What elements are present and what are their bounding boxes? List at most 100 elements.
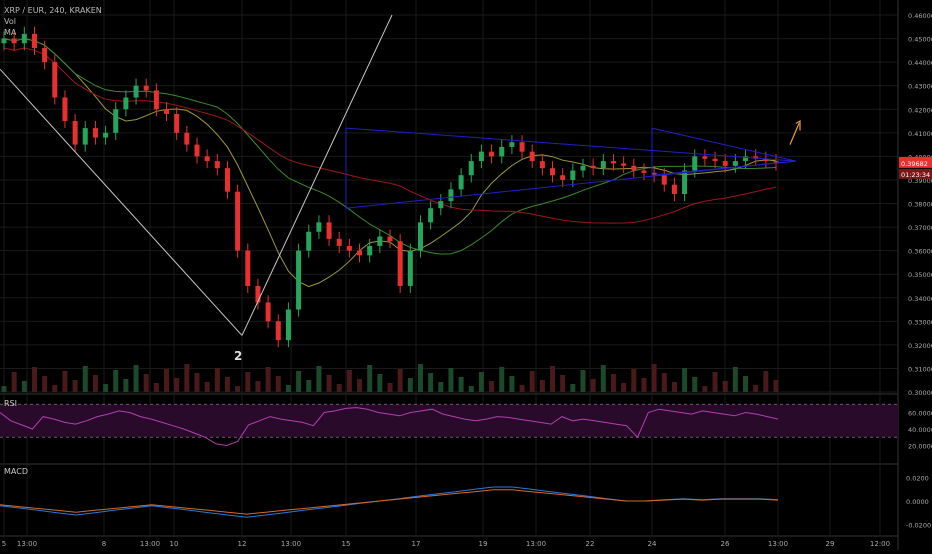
candle-body xyxy=(560,175,566,180)
volume-bar xyxy=(702,386,708,392)
candle-body xyxy=(255,285,261,303)
candle-body xyxy=(651,172,657,176)
volume-bar xyxy=(509,376,515,392)
candle-body xyxy=(265,302,271,322)
drawings xyxy=(0,14,801,336)
time-tick-label: 13:00 xyxy=(768,540,788,548)
candle-body xyxy=(661,175,667,185)
candle-body xyxy=(387,236,393,242)
volume-bar xyxy=(296,371,302,392)
ma-red-line xyxy=(3,47,777,224)
candle-body xyxy=(52,62,58,98)
volume-bar xyxy=(92,375,98,392)
candle-body xyxy=(143,85,149,91)
volume-bar xyxy=(397,369,403,392)
time-tick-label: 29 xyxy=(826,540,835,548)
candle-body xyxy=(671,184,677,195)
candle-body xyxy=(529,151,535,162)
candle-body xyxy=(753,156,759,159)
candle-body xyxy=(285,309,291,341)
volume-bar xyxy=(519,385,525,392)
time-tick-label: 13:00 xyxy=(140,540,160,548)
volume-bar xyxy=(316,366,322,392)
volume-bar xyxy=(1,386,7,392)
macd-label: MACD xyxy=(4,467,28,476)
candle-body xyxy=(458,175,464,190)
volume-bar xyxy=(194,373,200,392)
last-price-tag xyxy=(899,156,932,168)
volume-bar xyxy=(113,370,119,392)
candle-body xyxy=(610,161,616,164)
candle-body xyxy=(580,165,586,171)
time-tick-label: 15 xyxy=(342,540,351,548)
volume-bar xyxy=(407,378,413,392)
candle-body xyxy=(103,132,109,138)
volume-bar xyxy=(357,379,363,392)
indicator-lines xyxy=(3,38,777,288)
rsi-tick-label: 40.0000 xyxy=(908,426,932,434)
volume-bar xyxy=(143,374,149,392)
candle-body xyxy=(31,33,37,48)
volume-bar xyxy=(174,378,180,392)
candle-body xyxy=(519,142,525,152)
rsi-line xyxy=(0,407,779,447)
volume-bar xyxy=(539,380,545,392)
candle-body xyxy=(438,201,444,209)
candle-body xyxy=(11,38,17,44)
candle-body xyxy=(133,85,139,98)
candle-body xyxy=(367,245,373,256)
time-tick-label: 13:00 xyxy=(526,540,546,548)
volume-bar xyxy=(722,381,728,392)
volume-bar xyxy=(712,372,718,392)
candle-body xyxy=(539,161,545,169)
volume-bar xyxy=(489,381,495,392)
volume-bar xyxy=(499,367,505,392)
candle-body xyxy=(204,156,210,162)
volume-bar xyxy=(255,381,261,392)
volume-bar xyxy=(651,364,657,392)
volume-bar xyxy=(428,373,434,392)
time-tick-label: 5 xyxy=(2,540,6,548)
candle-body xyxy=(682,170,688,195)
candle-body xyxy=(224,168,230,192)
study-ma-label: MA xyxy=(4,28,17,37)
candle-body xyxy=(82,128,88,145)
volume-bar xyxy=(31,367,37,392)
rsi-tick-label: 20.0000 xyxy=(908,443,932,451)
volume-bar xyxy=(285,385,291,392)
time-tick-label: 24 xyxy=(648,540,657,548)
volume-bar xyxy=(753,385,759,392)
volume-bar xyxy=(346,370,352,392)
candle-body xyxy=(42,47,48,63)
volume-bar xyxy=(387,383,393,392)
macd-tick-label: 0.0200 xyxy=(906,475,929,483)
candle-body xyxy=(448,189,454,202)
candle-body xyxy=(326,222,332,239)
candle-body xyxy=(631,165,637,171)
time-tick-label: 17 xyxy=(412,540,421,548)
volume-bar xyxy=(682,368,688,392)
candle-body xyxy=(184,132,190,145)
volume-bar xyxy=(468,386,474,392)
volume-bar xyxy=(367,365,373,392)
volume-bar xyxy=(610,374,616,392)
volume-bar xyxy=(336,384,342,392)
candle-body xyxy=(407,250,413,286)
volume-bar xyxy=(377,374,383,392)
volume-bar xyxy=(164,369,170,392)
volume-bar xyxy=(671,382,677,392)
candle-body xyxy=(296,250,302,310)
candle-body xyxy=(377,236,383,246)
candle-body xyxy=(773,161,779,164)
volume-bar xyxy=(641,378,647,392)
candle-body xyxy=(417,222,423,251)
volume-bar xyxy=(600,365,606,392)
candle-body xyxy=(570,170,576,180)
candle-body xyxy=(235,191,241,251)
